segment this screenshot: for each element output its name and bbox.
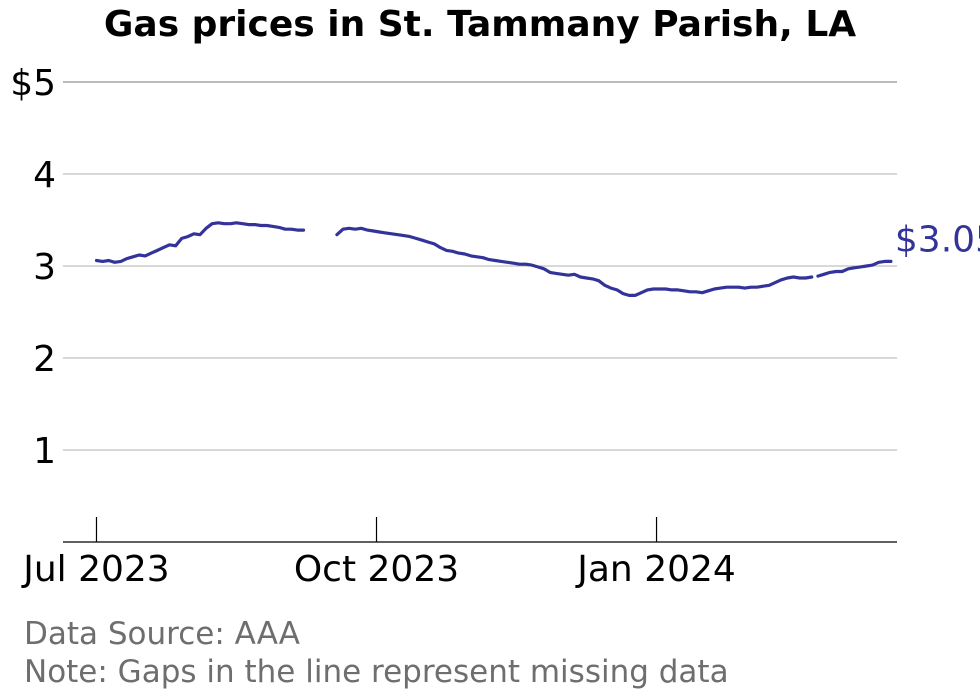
gridlines [63, 81, 897, 451]
price-line-segment-0 [94, 221, 306, 264]
price-line-segment-1 [335, 226, 814, 297]
x-tick-label-1: Oct 2023 [294, 549, 459, 590]
y-tick-label-1: 1 [33, 431, 56, 472]
price-line-segment-2 [816, 259, 893, 278]
y-tick-label-5: $5 [10, 63, 56, 104]
y-tick-label-3: 3 [33, 247, 56, 288]
y-tick-label-2: 2 [33, 339, 56, 380]
last-value-label: $3.05 [895, 219, 980, 260]
chart-title: Gas prices in St. Tammany Parish, LA [103, 4, 857, 45]
x-tick-label-0: Jul 2023 [21, 549, 170, 590]
x-tick-label-2: Jan 2024 [575, 549, 736, 590]
last-value-label-group: $3.05 [895, 219, 980, 260]
price-line [94, 221, 893, 297]
data-source-note: Data Source: AAA [24, 616, 300, 652]
missing-data-note: Note: Gaps in the line represent missing… [24, 654, 729, 690]
y-tick-label-4: 4 [33, 155, 56, 196]
x-axis: Jul 2023 Oct 2023 Jan 2024 [21, 517, 897, 590]
y-axis-tick-labels: 1 2 3 4 $5 [10, 63, 56, 472]
